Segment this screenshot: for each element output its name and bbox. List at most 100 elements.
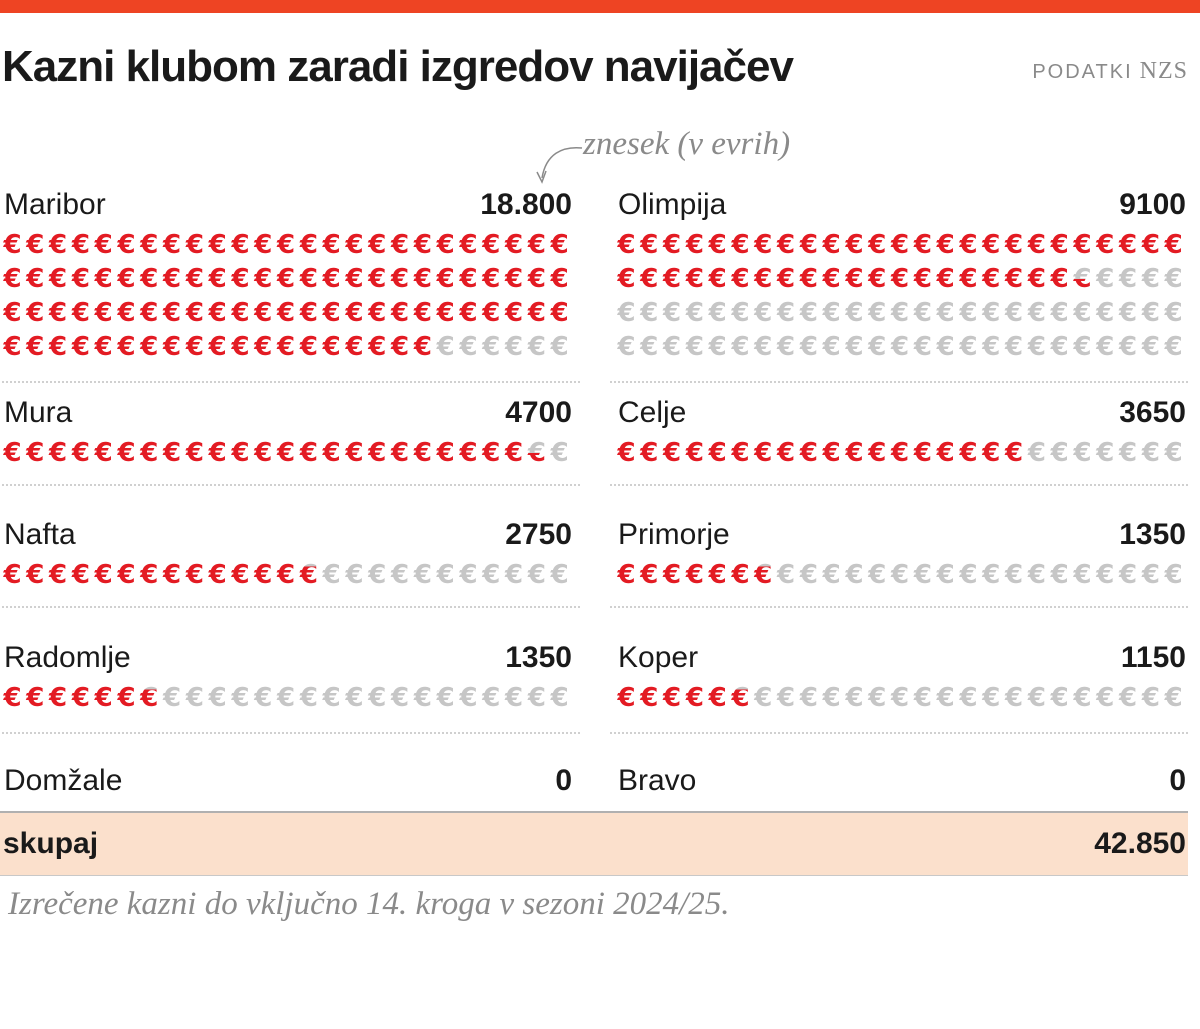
club-value: 4700 bbox=[505, 396, 572, 429]
euro-icon-filled: € bbox=[277, 438, 296, 468]
euro-icon-filled: € bbox=[3, 230, 22, 260]
euro-icon-filled: € bbox=[163, 332, 182, 362]
euro-icon-filled: € bbox=[71, 332, 90, 362]
euro-icon-empty: € bbox=[1096, 683, 1115, 713]
euro-icon-filled: € bbox=[391, 264, 410, 294]
euro-icon-filled: € bbox=[482, 298, 501, 328]
euro-icon-filled: € bbox=[368, 264, 387, 294]
club-name: Olimpija bbox=[618, 188, 727, 221]
euro-icon-filled: € bbox=[254, 298, 273, 328]
euro-icon-filled: € bbox=[117, 264, 136, 294]
euro-icon-empty: € bbox=[299, 683, 318, 713]
euro-icon-filled: € bbox=[368, 298, 387, 328]
euro-icon-filled: € bbox=[49, 298, 68, 328]
euro-icon-filled: € bbox=[413, 230, 432, 260]
euro-icon-filled: € bbox=[345, 438, 364, 468]
euro-icon-filled: € bbox=[891, 230, 910, 260]
euro-icon-empty: € bbox=[1096, 298, 1115, 328]
unit-note: znesek (v evrih) bbox=[583, 126, 791, 162]
euro-icon-filled: € bbox=[277, 264, 296, 294]
euro-icon-filled: € bbox=[640, 683, 659, 713]
euro-icon-filled: € bbox=[49, 438, 68, 468]
euro-icon-filled: € bbox=[822, 438, 841, 468]
euro-icon-filled: € bbox=[140, 438, 159, 468]
euro-icon-filled: € bbox=[527, 230, 546, 260]
euro-icon-filled: € bbox=[71, 683, 90, 713]
euro-icon-empty: € bbox=[345, 560, 364, 590]
euro-icon-filled: € bbox=[663, 230, 682, 260]
euro-icon-filled: € bbox=[868, 438, 887, 468]
euro-icon-empty: € bbox=[322, 683, 341, 713]
euro-icon-empty: € bbox=[1050, 683, 1069, 713]
euro-icon-filled: € bbox=[459, 438, 478, 468]
euro-icon-empty: € bbox=[822, 683, 841, 713]
euro-icon-filled: € bbox=[505, 264, 524, 294]
total-label: skupaj bbox=[3, 827, 99, 860]
euro-icon-empty: € bbox=[527, 560, 546, 590]
euro-icon-filled: € bbox=[777, 438, 796, 468]
club-value: 2750 bbox=[505, 518, 572, 551]
euro-icon-filled: € bbox=[3, 332, 22, 362]
euro-icon-filled: € bbox=[936, 230, 955, 260]
euro-icon-filled: € bbox=[254, 230, 273, 260]
euro-icon-filled: € bbox=[185, 560, 204, 590]
club-value: 0 bbox=[1169, 764, 1186, 797]
euro-icon-filled: € bbox=[49, 560, 68, 590]
euro-icon-empty: € bbox=[1164, 438, 1183, 468]
euro-icon-empty: € bbox=[277, 683, 296, 713]
euro-icon-empty: € bbox=[1005, 683, 1024, 713]
euro-icon-filled: € bbox=[3, 264, 22, 294]
euro-icon-filled: € bbox=[959, 264, 978, 294]
divider bbox=[2, 606, 580, 608]
euro-icon-empty: € bbox=[891, 683, 910, 713]
euro-icon-filled: € bbox=[3, 683, 22, 713]
euro-icon-filled: € bbox=[1050, 230, 1069, 260]
euro-icon-empty: € bbox=[822, 560, 841, 590]
euro-icon-filled: € bbox=[663, 438, 682, 468]
euro-icon-filled: € bbox=[322, 438, 341, 468]
euro-icon-empty: € bbox=[1027, 683, 1046, 713]
euro-icon-empty: € bbox=[799, 298, 818, 328]
club-value: 1350 bbox=[505, 641, 572, 674]
euro-icon-empty: € bbox=[1119, 264, 1138, 294]
source-label: PODATKI bbox=[1032, 61, 1133, 83]
euro-icon-filled: € bbox=[299, 298, 318, 328]
euro-icon-empty: € bbox=[1164, 264, 1183, 294]
arrow-icon bbox=[536, 146, 583, 184]
euro-icon-empty: € bbox=[845, 683, 864, 713]
footnote: Izrečene kazni do vključno 14. kroga v s… bbox=[8, 886, 730, 922]
euro-icon-filled: € bbox=[891, 438, 910, 468]
euro-icon-filled: € bbox=[663, 560, 682, 590]
euro-icon-filled: € bbox=[617, 438, 636, 468]
euro-icon-filled: € bbox=[345, 230, 364, 260]
euro-icon-filled: € bbox=[777, 264, 796, 294]
euro-icon-empty: € bbox=[959, 332, 978, 362]
euro-icon-filled: € bbox=[617, 560, 636, 590]
euro-icon-empty: € bbox=[1141, 298, 1160, 328]
euro-icon-empty: € bbox=[959, 298, 978, 328]
euro-icon-empty: € bbox=[663, 298, 682, 328]
euro-icon-filled: € bbox=[1141, 230, 1160, 260]
euro-icon-filled: € bbox=[49, 264, 68, 294]
euro-icon-filled: € bbox=[299, 264, 318, 294]
euro-icon-empty: € bbox=[799, 560, 818, 590]
euro-icon-filled: € bbox=[799, 230, 818, 260]
euro-icon-filled: € bbox=[26, 560, 45, 590]
euro-icon-filled: € bbox=[1027, 230, 1046, 260]
euro-icon-filled: € bbox=[731, 438, 750, 468]
euro-icon-empty: € bbox=[640, 332, 659, 362]
euro-icon-empty: € bbox=[1119, 683, 1138, 713]
euro-icon-filled: € bbox=[391, 298, 410, 328]
euro-icon-filled: € bbox=[754, 264, 773, 294]
euro-icon-filled: € bbox=[277, 560, 296, 590]
club-name: Mura bbox=[4, 396, 73, 429]
euro-icon-empty: € bbox=[913, 560, 932, 590]
euro-icon-filled: € bbox=[299, 230, 318, 260]
euro-icon-filled: € bbox=[527, 298, 546, 328]
euro-icon-filled: € bbox=[1050, 264, 1069, 294]
euro-icon-empty: € bbox=[845, 332, 864, 362]
euro-icon-filled: € bbox=[231, 298, 250, 328]
euro-icon-filled: € bbox=[845, 230, 864, 260]
euro-icon-filled: € bbox=[140, 298, 159, 328]
euro-icon-filled: € bbox=[482, 264, 501, 294]
